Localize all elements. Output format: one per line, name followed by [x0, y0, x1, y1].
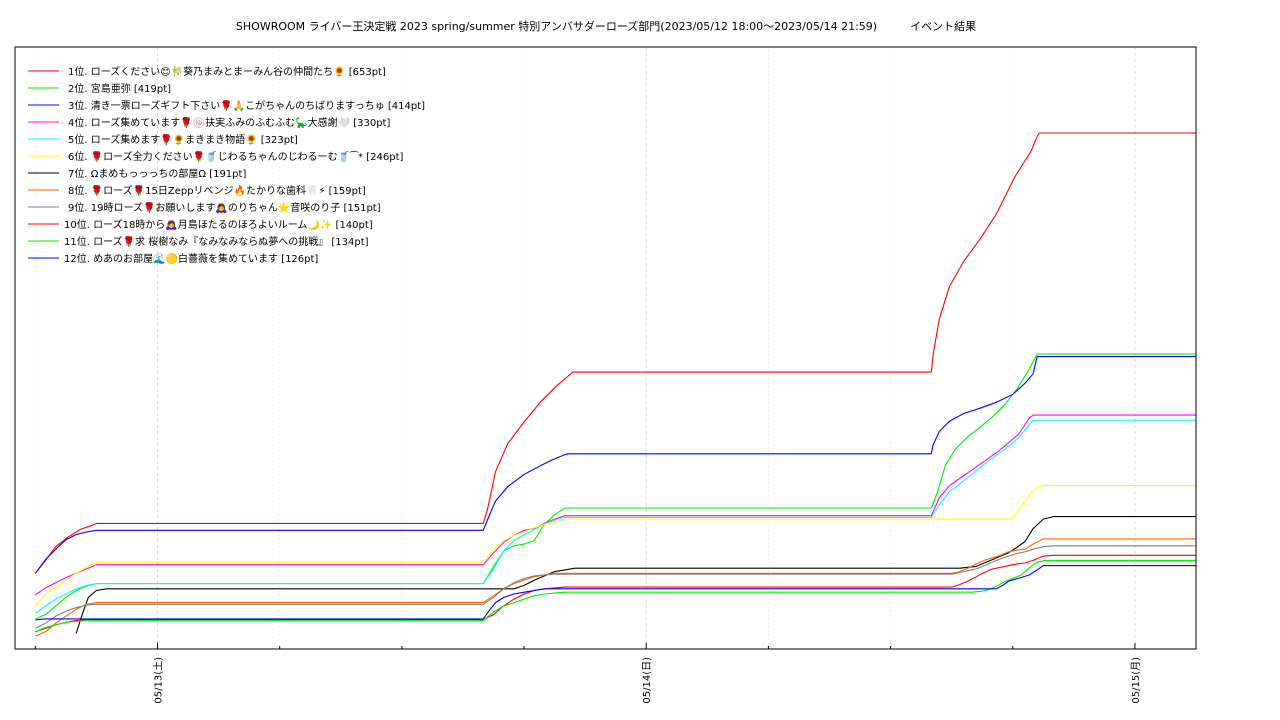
grid-lines [34, 47, 1136, 649]
legend-label-10: 10位. ローズ18時から🙇‍♀️月島ほたるのほろよいルーム🌙✨ [140pt] [64, 218, 373, 231]
x-tick-label: 05/15(月) [1130, 657, 1142, 704]
series-lines [34, 132, 1196, 637]
legend-label-9: 9位. 19時ローズ🌹お願いします🙇‍♀️のりちゃん🌟音咲のり子 [151pt] [68, 201, 381, 214]
x-axis-ticks: 05/13(土) 05/14(日) 05/15(月) [34, 643, 1142, 704]
series-line-2 [35, 353, 1196, 620]
series-line-10 [35, 554, 1196, 633]
legend-label-7: 7位. Ωまめもっっっちの部屋Ω [191pt] [68, 167, 246, 180]
legend-label-4: 4位. ローズ集めています🌹🍥扶実ふみのふむふむ🦕大感謝🤍 [330pt] [68, 116, 390, 129]
legend-label-5: 5位. ローズ集めます🌹🌻まきまき物語🌻 [323pt] [68, 133, 298, 146]
series-line-11 [35, 559, 1196, 633]
series-line-5 [35, 419, 1196, 615]
series-line-1 [34, 132, 1196, 574]
legend: 1位. ローズください😊🎋葵乃まみとまーみん谷の仲間たち🌻 [653pt] 2位.… [28, 65, 425, 265]
legend-label-2: 2位. 宮島亜弥 [419pt] [68, 82, 171, 95]
chart-title: SHOWROOM ライバー王決定戦 2023 spring/summer 特別ア… [235, 20, 977, 33]
series-line-9 [35, 545, 1196, 629]
plot-frame [14, 46, 1197, 650]
legend-label-1: 1位. ローズください😊🎋葵乃まみとまーみん谷の仲間たち🌻 [653pt] [68, 65, 386, 78]
legend-label-12: 12位. めあのお部屋🌊🟡白薔薇を集めています [126pt] [64, 252, 318, 265]
series-line-3 [34, 356, 1196, 574]
legend-label-11: 11位. ローズ🌹求 桜樹なみ『なみなみならぬ夢への挑戦』 [134pt] [64, 235, 369, 248]
legend-label-8: 8位. 🌹ローズ🌹15日Zeppリベンジ🔥たかりな歯科🦷⚡ [159pt] [68, 184, 366, 197]
x-tick-label: 05/13(土) [152, 657, 165, 704]
series-line-4 [35, 414, 1196, 596]
series-line-12 [35, 565, 1196, 621]
series-line-7 [75, 516, 1196, 634]
series-line-6 [34, 485, 1196, 607]
x-tick-label: 05/14(日) [642, 657, 653, 704]
legend-label-6: 6位. 🌹ローズ全力ください🌹🥤じわるちゃんのじわるーむ🥤⁀* [246pt] [68, 150, 403, 163]
legend-label-3: 3位. 清き一票ローズギフト下さい🌹🙏こがちゃんのちばりますっちゅ [414pt… [68, 99, 425, 112]
